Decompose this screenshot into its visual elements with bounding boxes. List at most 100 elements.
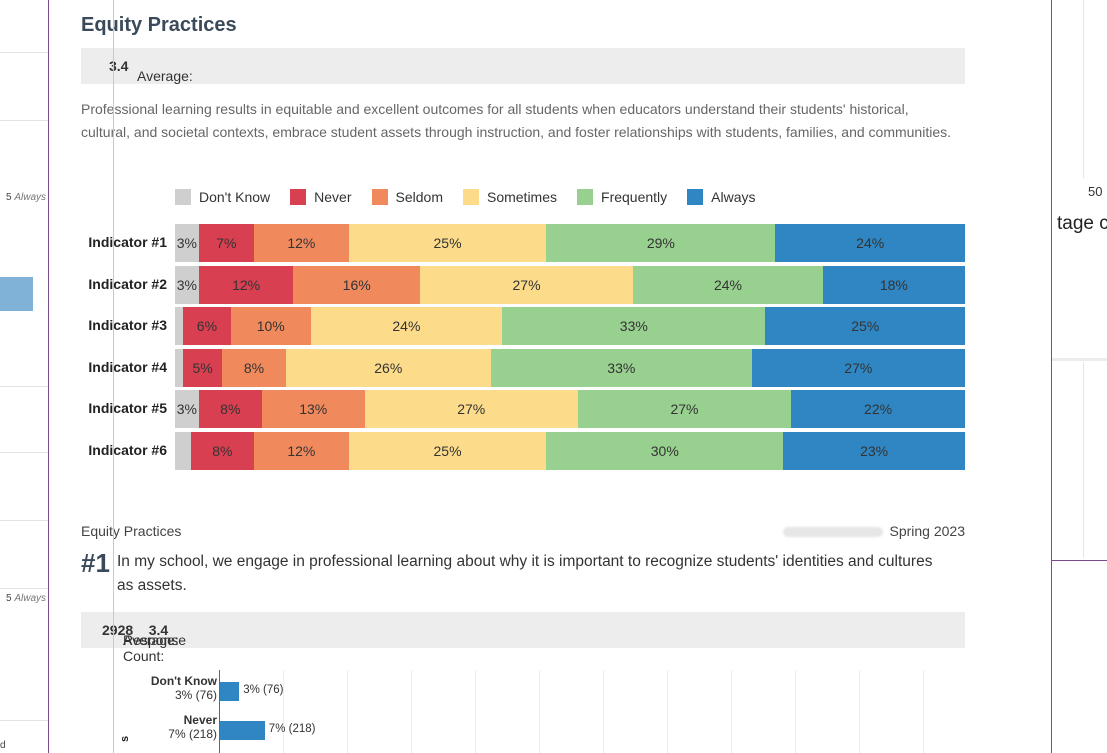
legend-label: Never [314, 189, 352, 205]
legend-swatch [290, 189, 307, 205]
bar-segment: 27% [419, 265, 634, 304]
always-fragment: 5 Always [6, 192, 47, 203]
legend-swatch [687, 189, 704, 205]
bar-segment: 7% [198, 224, 254, 262]
grid-line [0, 52, 48, 53]
grid-line [0, 120, 48, 121]
bar-segment: 27% [364, 390, 578, 428]
detail-section-label: Equity Practices [81, 523, 182, 539]
detail-term: Spring 2023 [783, 523, 965, 539]
response-bar [220, 721, 265, 740]
legend-swatch [462, 189, 479, 205]
grid-line [539, 670, 540, 753]
bar-segment: 25% [348, 431, 547, 470]
percent-fragment: 50 [1088, 184, 1103, 199]
chart-legend: Don't Know Never Seldom Sometimes Frequently… [175, 187, 776, 207]
indicator-number: #1 [81, 548, 110, 578]
indicator-label: Indicator #5 [88, 400, 167, 416]
legend-swatch [371, 189, 388, 205]
bar-segment: 29% [546, 224, 776, 262]
right-page-fragment: 50 tage c [1051, 0, 1107, 753]
indicator-label: Indicator #6 [88, 441, 167, 458]
bar-segment: 12% [253, 431, 349, 470]
bar-segment: 5% [182, 348, 223, 387]
bar-segment: 23% [783, 431, 965, 470]
legend-swatch [577, 189, 594, 205]
legend-item: Don't Know [175, 187, 270, 207]
grid-line [0, 386, 48, 387]
grid-line [859, 670, 860, 753]
legend-label: Don't Know [199, 189, 271, 205]
bar-segment: 8% [190, 431, 254, 470]
bar-segment: 30% [546, 431, 784, 470]
text-fragment: d [0, 740, 6, 751]
indicator-question: In my school, we engage in professional … [117, 553, 933, 594]
legend-item: Seldom [371, 187, 443, 207]
grid-line [0, 520, 48, 521]
grid-line [731, 670, 732, 753]
bar-segment: 13% [261, 390, 365, 428]
indicator-row: Indicator #3 6% 10% 24% 33% 25% [81, 307, 965, 345]
bar-segment: 27% [577, 390, 792, 428]
grid-line [1083, 0, 1084, 178]
indicator-row: Indicator #4 5% 8% 26% 33% 27% [81, 348, 965, 387]
bar-segment: 24% [633, 265, 823, 304]
bar-segment: 18% [822, 265, 965, 304]
indicator-row: Indicator #5 3% 8% 13% 27% 27% 22% [81, 390, 965, 428]
grid-line [0, 452, 48, 453]
bar-segment [175, 431, 191, 470]
redacted-name [783, 527, 884, 538]
divider [1052, 560, 1107, 561]
stacked-bar: 3% 12% 16% 27% 24% 18% [175, 265, 965, 304]
bar-segment: 22% [791, 390, 965, 428]
always-fragment: 5 Always [6, 593, 47, 604]
bar-segment [175, 348, 183, 387]
bar-segment: 16% [293, 265, 420, 304]
bar-segment: 25% [765, 307, 965, 345]
bar-segment: 33% [502, 307, 766, 345]
grid-line [475, 670, 476, 753]
legend-swatch [175, 189, 191, 205]
bar-segment: 26% [285, 348, 491, 387]
grid-line [923, 670, 924, 753]
grid-line [411, 670, 412, 753]
stacked-bar: 8% 12% 25% 30% 23% [175, 431, 965, 470]
legend-label: Sometimes [486, 189, 558, 205]
grid-line [0, 588, 48, 589]
stacked-bar: 3% 7% 12% 25% 29% 24% [175, 224, 965, 262]
response-summary: Response Count: 2928 Average: 3.4 [102, 622, 187, 664]
bar-segment: 3% [175, 390, 199, 428]
grid-line [0, 720, 48, 721]
indicator-label: Indicator #2 [88, 275, 167, 292]
bar-segment: 24% [775, 224, 965, 262]
grid-line [347, 670, 348, 753]
bar-segment: 8% [222, 348, 286, 387]
average-value: 3.4 [109, 58, 129, 74]
response-distribution-chart: s Don't Know 3% (76) 3% (76) Never 7% (218) 7… [81, 668, 965, 753]
indicator-row: Indicator #1 3% 7% 12% 25% 29% 24% [81, 224, 965, 262]
response-bar [220, 682, 240, 701]
stacked-bar: 5% 8% 26% 33% 27% [175, 348, 965, 387]
category-label: Never 7% (218) [168, 713, 217, 741]
category-label: Don't Know 3% (76) [150, 674, 217, 702]
grid-line [603, 670, 604, 753]
legend-label: Always [711, 189, 756, 205]
legend-item: Always [687, 187, 756, 207]
bar-segment: 8% [198, 390, 262, 428]
grid-line [283, 670, 284, 753]
indicator-label: Indicator #3 [88, 317, 167, 333]
bar-segment: 6% [182, 307, 231, 345]
legend-label: Frequently [601, 189, 668, 205]
overlay-line [113, 0, 114, 753]
page-border [48, 0, 49, 753]
average-text: Average: 3.4 [109, 58, 193, 84]
y-axis-line [219, 670, 220, 753]
indicator-label: Indicator #1 [88, 234, 167, 250]
average-band: Average: 3.4 [81, 48, 965, 84]
bar-segment: 25% [348, 224, 547, 262]
bar-segment: 12% [198, 265, 294, 304]
stacked-bar: 6% 10% 24% 33% 25% [175, 307, 965, 345]
grid-line [667, 670, 668, 753]
bar-segment: 3% [175, 224, 199, 262]
axis-title-fragment: tage c [1057, 213, 1107, 234]
